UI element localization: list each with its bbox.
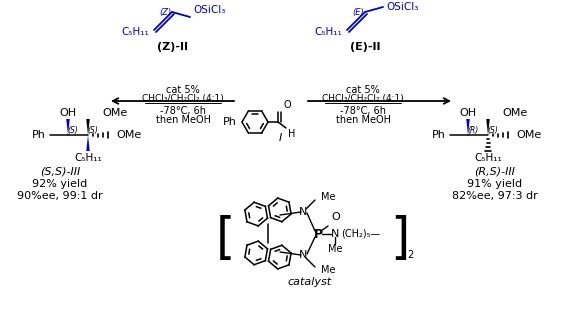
Text: -78°C, 6h: -78°C, 6h: [340, 106, 386, 116]
Text: 82%ee, 97:3 dr: 82%ee, 97:3 dr: [452, 191, 538, 201]
Text: N: N: [299, 207, 307, 217]
Text: OMe: OMe: [502, 108, 527, 118]
Text: C₅H₁₁: C₅H₁₁: [121, 27, 149, 37]
Text: cat 5%: cat 5%: [166, 85, 200, 95]
Text: OMe: OMe: [116, 130, 141, 140]
Text: O: O: [331, 212, 340, 222]
Text: P: P: [314, 228, 323, 240]
Text: (E): (E): [352, 9, 364, 18]
Polygon shape: [86, 135, 90, 151]
Text: Ph: Ph: [32, 130, 46, 140]
Text: CHCl₃/CH₂Cl₂ (4:1): CHCl₃/CH₂Cl₂ (4:1): [322, 95, 404, 104]
Text: then MeOH: then MeOH: [156, 115, 210, 125]
Text: (Z)-II: (Z)-II: [156, 42, 187, 52]
Text: Me: Me: [328, 244, 342, 254]
Text: ]: ]: [390, 215, 409, 263]
Text: Me: Me: [321, 265, 336, 275]
Text: OSiCl₃: OSiCl₃: [193, 5, 226, 15]
Text: O: O: [283, 100, 290, 110]
Text: OMe: OMe: [102, 108, 127, 118]
Polygon shape: [466, 119, 470, 135]
Text: [: [: [215, 215, 235, 263]
Text: cat 5%: cat 5%: [346, 85, 380, 95]
Text: (Z): (Z): [159, 9, 171, 18]
Text: 90%ee, 99:1 dr: 90%ee, 99:1 dr: [17, 191, 103, 201]
Text: C₅H₁₁: C₅H₁₁: [314, 27, 342, 37]
Text: (S,S)-III: (S,S)-III: [40, 167, 80, 177]
Text: Ph: Ph: [432, 130, 446, 140]
Text: OSiCl₃: OSiCl₃: [386, 2, 418, 12]
Text: (S): (S): [487, 127, 499, 135]
Text: 91% yield: 91% yield: [468, 179, 523, 189]
Text: 92% yield: 92% yield: [32, 179, 87, 189]
Text: (S): (S): [68, 127, 78, 135]
Text: C₅H₁₁: C₅H₁₁: [74, 153, 102, 163]
Polygon shape: [486, 119, 490, 135]
Text: (CH₂)₅—: (CH₂)₅—: [341, 229, 380, 239]
Text: I: I: [279, 133, 281, 143]
Text: N: N: [331, 229, 339, 239]
Text: (E)-II: (E)-II: [350, 42, 380, 52]
Text: N: N: [299, 250, 307, 260]
Text: (S): (S): [87, 127, 99, 135]
Text: H: H: [288, 129, 296, 139]
Text: catalyst: catalyst: [288, 277, 332, 287]
Text: -78°C, 6h: -78°C, 6h: [160, 106, 206, 116]
Text: C₅H₁₁: C₅H₁₁: [474, 153, 502, 163]
Text: then MeOH: then MeOH: [336, 115, 390, 125]
Polygon shape: [86, 119, 90, 135]
Text: OH: OH: [460, 108, 477, 118]
Text: Me: Me: [321, 192, 336, 202]
Polygon shape: [66, 119, 70, 135]
Text: OH: OH: [59, 108, 77, 118]
Text: OMe: OMe: [516, 130, 541, 140]
Text: 2: 2: [407, 250, 413, 260]
Text: Ph: Ph: [223, 117, 237, 127]
Text: (R,S)-III: (R,S)-III: [474, 167, 515, 177]
Text: (R): (R): [468, 127, 479, 135]
Text: CHCl₃/CH₂Cl₂ (4:1): CHCl₃/CH₂Cl₂ (4:1): [142, 95, 224, 104]
